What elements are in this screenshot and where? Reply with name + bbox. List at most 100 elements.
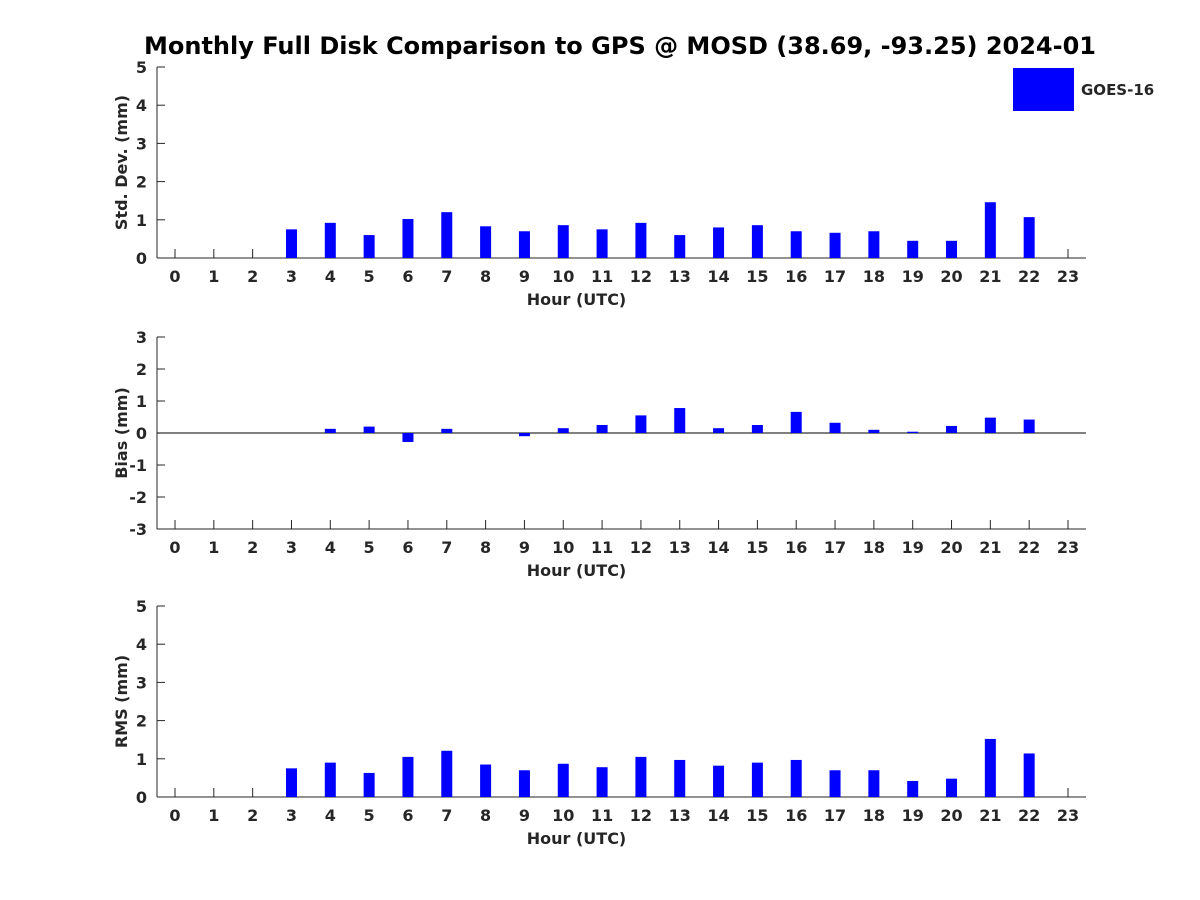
- x-tick-label: 19: [902, 267, 924, 286]
- y-tick-label: -3: [129, 520, 147, 539]
- bar: [984, 417, 996, 433]
- x-tick-label: 12: [630, 538, 652, 557]
- y-axis-label: Std. Dev. (mm): [112, 95, 131, 230]
- x-tick-label: 19: [902, 538, 924, 557]
- bar: [596, 425, 608, 433]
- bar: [363, 235, 375, 258]
- x-tick-label: 1: [208, 267, 219, 286]
- bar: [285, 229, 297, 258]
- y-tick-label: 2: [136, 173, 147, 192]
- x-tick-label: 20: [940, 267, 962, 286]
- chart-title: Monthly Full Disk Comparison to GPS @ MO…: [144, 32, 1096, 60]
- bar: [713, 428, 725, 433]
- bar: [790, 231, 802, 258]
- x-tick-label: 10: [552, 806, 574, 825]
- bar: [518, 433, 530, 437]
- y-tick-label: 4: [136, 635, 147, 654]
- x-tick-label: 15: [746, 267, 768, 286]
- x-tick-label: 22: [1018, 538, 1040, 557]
- bar: [751, 225, 763, 258]
- x-tick-label: 4: [325, 267, 336, 286]
- y-tick-label: 0: [136, 249, 147, 268]
- y-tick-label: 3: [136, 673, 147, 692]
- y-axis-label: RMS (mm): [112, 655, 131, 748]
- bar: [984, 202, 996, 258]
- bar: [557, 763, 569, 797]
- x-tick-label: 7: [441, 538, 452, 557]
- x-tick-label: 7: [441, 806, 452, 825]
- x-tick-label: 3: [286, 538, 297, 557]
- x-tick-label: 20: [940, 806, 962, 825]
- x-axis-label: Hour (UTC): [527, 561, 627, 580]
- x-axis-label: Hour (UTC): [527, 829, 627, 848]
- bar: [674, 235, 686, 258]
- x-tick-label: 9: [519, 538, 530, 557]
- bar: [829, 770, 841, 797]
- bar: [751, 425, 763, 433]
- x-tick-label: 22: [1018, 806, 1040, 825]
- bar: [674, 408, 686, 433]
- x-tick-label: 11: [591, 806, 613, 825]
- bar: [480, 764, 492, 797]
- bar: [1023, 419, 1035, 433]
- bar: [790, 759, 802, 797]
- bar: [480, 226, 492, 258]
- x-tick-label: 15: [746, 538, 768, 557]
- x-tick-label: 2: [247, 267, 258, 286]
- y-tick-label: 0: [136, 788, 147, 807]
- x-tick-label: 11: [591, 538, 613, 557]
- x-tick-label: 5: [364, 267, 375, 286]
- y-axis-label: Bias (mm): [112, 387, 131, 479]
- bar: [868, 770, 880, 797]
- x-tick-label: 9: [519, 267, 530, 286]
- bar: [868, 429, 880, 433]
- y-tick-label: 5: [136, 597, 147, 616]
- x-tick-label: 16: [785, 267, 807, 286]
- x-tick-label: 8: [480, 538, 491, 557]
- x-tick-label: 11: [591, 267, 613, 286]
- x-tick-label: 4: [325, 538, 336, 557]
- bar: [324, 222, 336, 258]
- x-tick-label: 12: [630, 806, 652, 825]
- bar: [363, 426, 375, 433]
- bar: [402, 756, 414, 797]
- x-tick-label: 5: [364, 806, 375, 825]
- bar: [713, 227, 725, 258]
- y-tick-label: 1: [136, 392, 147, 411]
- bar: [635, 415, 647, 433]
- bar: [1023, 217, 1035, 258]
- x-tick-label: 18: [863, 538, 885, 557]
- bar: [402, 433, 414, 442]
- bar: [984, 738, 996, 797]
- y-tick-label: -1: [129, 456, 147, 475]
- x-tick-label: 6: [402, 267, 413, 286]
- bar: [674, 759, 686, 797]
- bar: [324, 762, 336, 797]
- y-tick-label: 5: [136, 58, 147, 77]
- x-tick-label: 6: [402, 538, 413, 557]
- x-tick-label: 8: [480, 267, 491, 286]
- x-tick-label: 10: [552, 538, 574, 557]
- x-tick-label: 23: [1057, 267, 1079, 286]
- bar: [518, 770, 530, 797]
- x-tick-label: 3: [286, 806, 297, 825]
- x-tick-label: 16: [785, 538, 807, 557]
- x-tick-label: 2: [247, 538, 258, 557]
- x-tick-label: 23: [1057, 806, 1079, 825]
- bar: [946, 778, 958, 797]
- bar: [596, 229, 608, 258]
- x-tick-label: 18: [863, 806, 885, 825]
- x-tick-label: 21: [979, 538, 1001, 557]
- x-tick-label: 3: [286, 267, 297, 286]
- x-tick-label: 0: [169, 267, 180, 286]
- bar: [946, 425, 958, 433]
- bar: [635, 222, 647, 258]
- bar: [713, 765, 725, 797]
- x-tick-label: 4: [325, 806, 336, 825]
- x-tick-label: 16: [785, 806, 807, 825]
- bar: [557, 225, 569, 258]
- bar: [596, 767, 608, 797]
